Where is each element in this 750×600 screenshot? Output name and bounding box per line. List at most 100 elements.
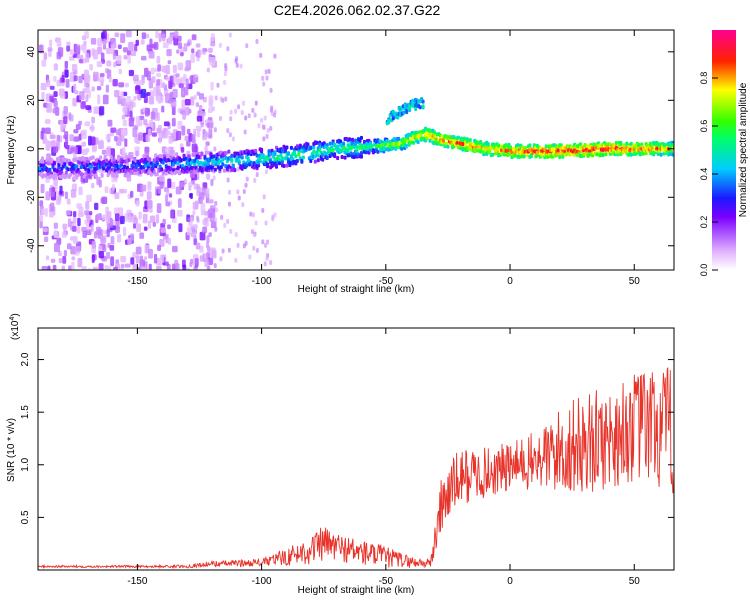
noise-cell	[140, 266, 147, 270]
noise-cell	[262, 194, 266, 200]
ridge-cell	[286, 151, 290, 156]
ridge-cell	[45, 158, 49, 163]
noise-cell	[236, 166, 240, 172]
ridge-cell	[294, 154, 298, 159]
noise-cell	[244, 182, 248, 188]
noise-cell	[49, 39, 53, 47]
noise-cell	[78, 211, 84, 218]
noise-cell	[182, 113, 187, 120]
ridge-cell	[161, 160, 165, 165]
branch-cell	[421, 99, 425, 104]
noise-cell	[266, 128, 270, 134]
noise-cell	[60, 92, 66, 99]
noise-cell	[115, 129, 122, 136]
noise-cell	[214, 226, 218, 232]
noise-cell	[195, 102, 200, 108]
noise-cell	[68, 265, 73, 270]
ridge-cell	[87, 159, 91, 164]
noise-cell	[245, 176, 249, 182]
ridge-cell	[297, 152, 301, 157]
ridge-cell	[309, 146, 313, 151]
noise-cell	[143, 226, 148, 231]
noise-cell	[110, 236, 115, 245]
noise-cell	[193, 234, 197, 240]
noise-cell	[114, 90, 120, 98]
noise-cell	[228, 32, 232, 38]
noise-cell	[167, 178, 172, 188]
ridge-cell	[79, 172, 83, 177]
noise-cell	[120, 33, 126, 43]
branch-cell	[418, 105, 422, 110]
ridge-cell	[85, 163, 89, 168]
ridge-cell	[412, 140, 416, 145]
ridge-cell	[43, 173, 47, 178]
ridge-cell	[57, 156, 61, 161]
noise-cell	[86, 86, 90, 93]
noise-cell	[72, 236, 78, 244]
noise-cell	[181, 99, 185, 110]
ridge-cell	[282, 163, 286, 168]
snr-multiplier-base: (x10	[10, 320, 21, 340]
x-tick-label: -50	[379, 276, 394, 287]
ridge-cell	[111, 173, 115, 178]
noise-cell	[91, 240, 96, 249]
noise-cell	[208, 95, 214, 106]
ridge-cell	[316, 153, 320, 158]
noise-cell	[84, 121, 91, 127]
ridge-cell	[433, 130, 437, 135]
noise-cell	[122, 119, 128, 127]
x-tick-label: -150	[127, 276, 147, 287]
noise-cell	[196, 215, 200, 221]
ridge-cell	[604, 152, 608, 157]
ridge-cell	[385, 139, 389, 144]
ridge-cell	[255, 153, 259, 158]
noise-cell	[140, 55, 147, 61]
noise-cell	[41, 266, 48, 270]
ridge-cell	[523, 146, 527, 151]
noise-cell	[214, 217, 218, 223]
ridge-cell	[601, 153, 605, 158]
ridge-cell	[352, 155, 356, 160]
ridge-cell	[298, 143, 302, 148]
noise-cell	[261, 75, 265, 81]
ridge-cell	[300, 159, 304, 164]
noise-cell	[104, 186, 109, 194]
ridge-cell	[625, 141, 629, 146]
noise-cell	[176, 130, 182, 141]
ridge-cell	[127, 158, 131, 163]
noise-cell	[167, 237, 172, 245]
noise-cell	[83, 40, 87, 46]
noise-cell	[223, 71, 227, 77]
noise-cell	[87, 216, 91, 224]
ridge-cell	[312, 145, 316, 150]
noise-cell	[188, 133, 193, 142]
x-tick-label: -50	[379, 576, 394, 587]
ridge-cell	[614, 140, 618, 145]
ridge-cell	[292, 150, 296, 155]
noise-cell	[174, 31, 179, 39]
noise-cell	[106, 69, 112, 79]
ridge-cell	[191, 152, 195, 157]
noise-cell	[243, 129, 247, 135]
noise-cell	[56, 79, 61, 87]
noise-cell	[123, 226, 127, 237]
noise-cell	[73, 75, 78, 82]
ridge-cell	[94, 173, 98, 178]
noise-cell	[264, 69, 268, 75]
ridge-cell	[588, 152, 592, 157]
noise-cell	[130, 190, 134, 198]
noise-cell	[125, 30, 132, 38]
noise-cell	[219, 256, 223, 262]
noise-cell	[162, 218, 166, 225]
ridge-cell	[78, 160, 82, 165]
colorbar-tick-label: 0.2	[699, 216, 709, 229]
noise-cell	[132, 252, 137, 258]
noise-cell	[91, 254, 95, 263]
noise-cell	[80, 101, 86, 109]
x-tick-label: 50	[629, 276, 641, 287]
x-tick-label: -150	[127, 576, 147, 587]
ridge-cell	[105, 159, 109, 164]
noise-cell	[223, 222, 227, 228]
ridge-cell	[507, 151, 511, 156]
noise-cell	[114, 225, 120, 233]
